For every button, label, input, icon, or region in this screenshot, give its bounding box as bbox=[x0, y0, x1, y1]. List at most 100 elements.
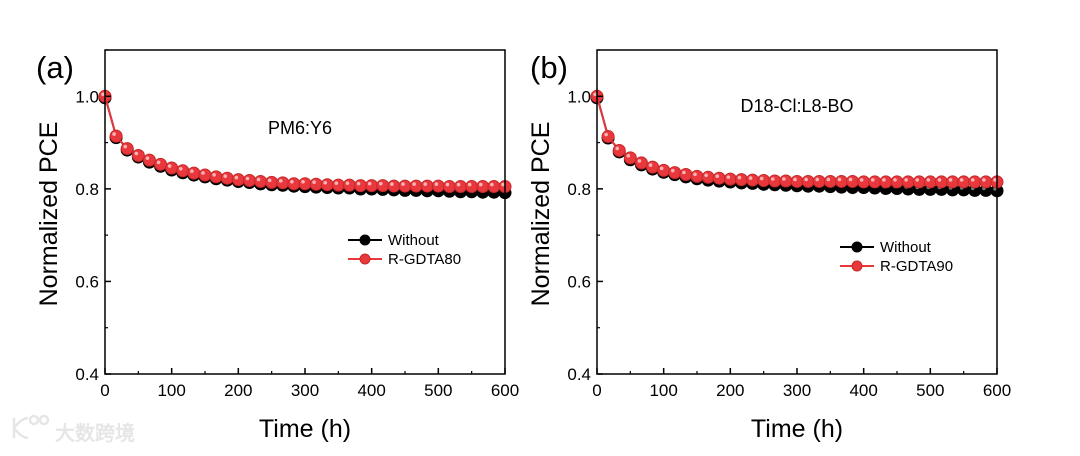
data-point bbox=[242, 174, 256, 188]
data-point-highlight bbox=[412, 182, 416, 186]
data-point bbox=[409, 179, 423, 193]
data-point bbox=[846, 174, 860, 188]
data-point-highlight bbox=[267, 178, 272, 183]
data-point bbox=[376, 179, 390, 193]
data-point-highlight bbox=[782, 177, 786, 181]
panel-label: (b) bbox=[530, 50, 568, 85]
data-point-highlight bbox=[870, 178, 875, 182]
data-point bbox=[442, 180, 456, 194]
x-tick-label: 200 bbox=[716, 381, 744, 400]
x-tick-label: 300 bbox=[291, 381, 319, 400]
data-point-highlight bbox=[334, 181, 339, 185]
data-point-highlight bbox=[793, 177, 797, 182]
material-annotation: D18-Cl:L8-BO bbox=[740, 96, 853, 116]
data-point-highlight bbox=[959, 178, 964, 182]
data-point bbox=[220, 171, 234, 185]
data-point-highlight bbox=[312, 180, 316, 185]
data-point-highlight bbox=[445, 182, 450, 187]
data-point bbox=[420, 179, 434, 193]
data-point-highlight bbox=[378, 181, 383, 186]
watermark-text: 大数跨境 bbox=[55, 421, 135, 445]
legend-marker-icon bbox=[359, 234, 371, 246]
plot-frame bbox=[104, 49, 506, 375]
data-point bbox=[612, 143, 626, 157]
data-point bbox=[912, 175, 926, 189]
y-tick-label: 1.0 bbox=[567, 87, 591, 106]
data-point-highlight bbox=[201, 171, 205, 175]
data-point bbox=[387, 179, 401, 193]
data-point-highlight bbox=[637, 159, 642, 163]
data-point-highlight bbox=[737, 175, 742, 180]
legend: Without R-GDTA90 bbox=[840, 239, 953, 275]
data-point-highlight bbox=[648, 163, 653, 167]
data-point-highlight bbox=[726, 175, 731, 179]
data-point-highlight bbox=[423, 182, 428, 186]
data-point bbox=[165, 161, 179, 175]
data-point bbox=[265, 175, 279, 189]
data-point bbox=[354, 179, 368, 193]
legend: Without R-GDTA80 bbox=[348, 232, 461, 268]
data-point bbox=[979, 175, 993, 189]
data-point-highlight bbox=[456, 182, 461, 187]
data-point-highlight bbox=[478, 182, 483, 187]
x-tick-label: 0 bbox=[592, 381, 601, 400]
x-tick-label: 200 bbox=[224, 381, 252, 400]
material-annotation: PM6:Y6 bbox=[268, 118, 332, 138]
watermark: 大数跨境 bbox=[12, 414, 135, 445]
data-point bbox=[734, 173, 748, 187]
data-point bbox=[823, 174, 837, 188]
watermark-logo-icon bbox=[12, 414, 50, 440]
x-tick-label: 500 bbox=[424, 381, 452, 400]
data-point-highlight bbox=[948, 178, 953, 182]
data-point bbox=[890, 175, 904, 189]
data-point bbox=[487, 180, 501, 194]
data-point bbox=[646, 160, 660, 174]
data-point bbox=[768, 174, 782, 188]
data-point-highlight bbox=[178, 167, 183, 171]
x-tick-label: 600 bbox=[491, 381, 519, 400]
data-point bbox=[309, 177, 323, 191]
data-point-highlight bbox=[467, 182, 472, 187]
y-tick-label: 0.8 bbox=[567, 180, 591, 199]
data-point-highlight bbox=[134, 151, 139, 156]
data-point bbox=[398, 179, 412, 193]
data-point-highlight bbox=[301, 179, 305, 184]
data-point bbox=[668, 166, 682, 180]
data-point bbox=[834, 174, 848, 188]
data-point-highlight bbox=[593, 92, 597, 97]
data-point-highlight bbox=[356, 181, 361, 186]
data-point bbox=[934, 175, 948, 189]
data-point-highlight bbox=[859, 178, 864, 182]
x-tick-label: 400 bbox=[849, 381, 877, 400]
data-point-highlight bbox=[993, 178, 997, 182]
chart-panel-b: 0 100 200 300 400 500 600 0.4 0.6 0.8 1.0 Time (h) N… bbox=[527, 49, 1011, 443]
data-point bbox=[723, 172, 737, 186]
x-tick-label: 300 bbox=[783, 381, 811, 400]
data-point bbox=[198, 168, 212, 182]
y-tick-label: 1.0 bbox=[75, 87, 99, 106]
x-axis-label: Time (h) bbox=[751, 415, 843, 443]
data-point bbox=[757, 174, 771, 188]
data-point bbox=[690, 169, 704, 183]
data-point-highlight bbox=[882, 178, 886, 182]
x-tick-label: 0 bbox=[100, 381, 109, 400]
data-point bbox=[901, 175, 915, 189]
data-point-highlight bbox=[256, 177, 261, 182]
data-point bbox=[790, 174, 804, 188]
data-point bbox=[176, 164, 190, 178]
data-point-highlight bbox=[156, 160, 161, 165]
data-point-highlight bbox=[290, 179, 294, 184]
y-axis-label: Normalized PCE bbox=[35, 122, 63, 307]
data-point-highlight bbox=[748, 176, 753, 180]
data-point-highlight bbox=[345, 181, 350, 185]
legend-marker-icon bbox=[851, 260, 863, 272]
y-tick-label: 0.8 bbox=[75, 180, 99, 199]
y-axis-label: Normalized PCE bbox=[527, 122, 555, 307]
data-point bbox=[801, 174, 815, 188]
data-point-highlight bbox=[659, 166, 664, 171]
data-point bbox=[879, 175, 893, 189]
data-point bbox=[287, 177, 301, 191]
data-point bbox=[454, 180, 468, 194]
chart-panel-a: 0 100 200 300 400 500 600 0.4 0.6 0.8 1.0 Time (h) N… bbox=[35, 49, 519, 443]
